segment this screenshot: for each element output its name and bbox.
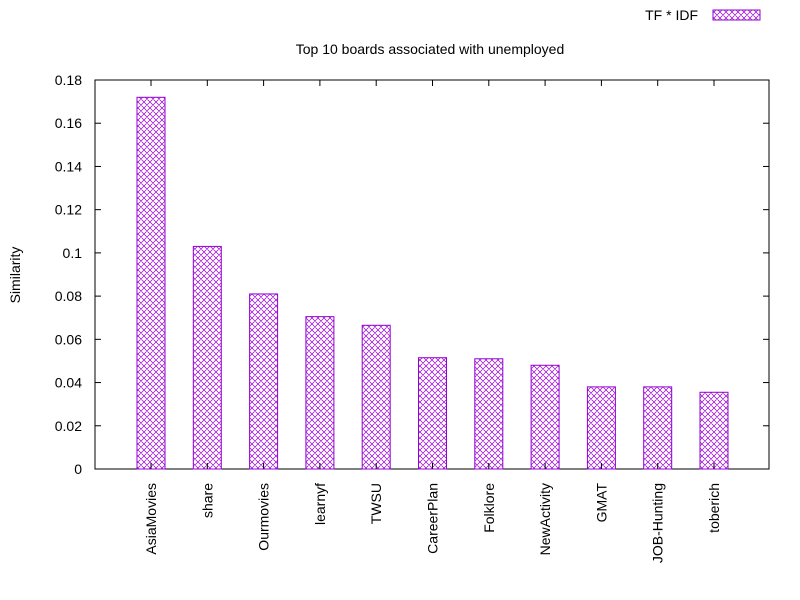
- x-tick-label: Ourmovies: [256, 483, 272, 551]
- bar-careerplan: [418, 357, 447, 470]
- x-tick-label: Folklore: [481, 483, 497, 533]
- y-tick-label: 0.08: [55, 288, 82, 304]
- x-tick-label: CareerPlan: [425, 483, 441, 554]
- y-tick-label: 0: [74, 461, 82, 477]
- x-tick-label: TWSU: [368, 483, 384, 524]
- legend-label: TF * IDF: [645, 7, 698, 23]
- y-tick-label: 0.06: [55, 331, 82, 347]
- x-axis: AsiaMovies share Ourmovies learnyf TWSU Caree…: [143, 80, 722, 563]
- x-tick-label: share: [199, 483, 215, 518]
- x-tick-label: GMAT: [593, 483, 609, 523]
- x-tick-label: JOB-Hunting: [650, 483, 666, 563]
- bar-toberich: [699, 391, 729, 470]
- chart-title: Top 10 boards associated with unemployed: [296, 41, 565, 57]
- legend-swatch: [712, 9, 761, 21]
- y-tick-label: 0.18: [55, 72, 82, 88]
- y-axis: 0 0.02 0.04 0.06 0.08 0.1 0.12 0.14 0.16 0.18: [55, 72, 769, 477]
- bar-share: [192, 245, 222, 470]
- y-tick-label: 0.14: [55, 158, 82, 174]
- bar-ourmovies: [249, 293, 279, 470]
- x-tick-label: toberich: [706, 483, 722, 533]
- x-tick-label: learnyf: [312, 483, 328, 525]
- legend: TF * IDF: [645, 7, 761, 23]
- y-axis-label: Similarity: [7, 247, 23, 304]
- y-tick-label: 0.04: [55, 375, 82, 391]
- bar-job-hunting: [643, 386, 673, 470]
- bar-asiamovies: [136, 96, 166, 470]
- y-tick-label: 0.16: [55, 115, 82, 131]
- bars: [136, 96, 729, 470]
- x-tick-label: NewActivity: [537, 483, 553, 555]
- bar-gmat: [586, 386, 616, 470]
- bar-folklore: [474, 358, 504, 470]
- x-tick-label: AsiaMovies: [143, 483, 159, 555]
- bar-learnyf: [305, 316, 335, 470]
- bar-newactivity: [530, 364, 560, 470]
- y-tick-label: 0.1: [63, 245, 83, 261]
- y-tick-label: 0.02: [55, 418, 82, 434]
- y-tick-label: 0.12: [55, 202, 82, 218]
- bar-twsu: [361, 324, 391, 470]
